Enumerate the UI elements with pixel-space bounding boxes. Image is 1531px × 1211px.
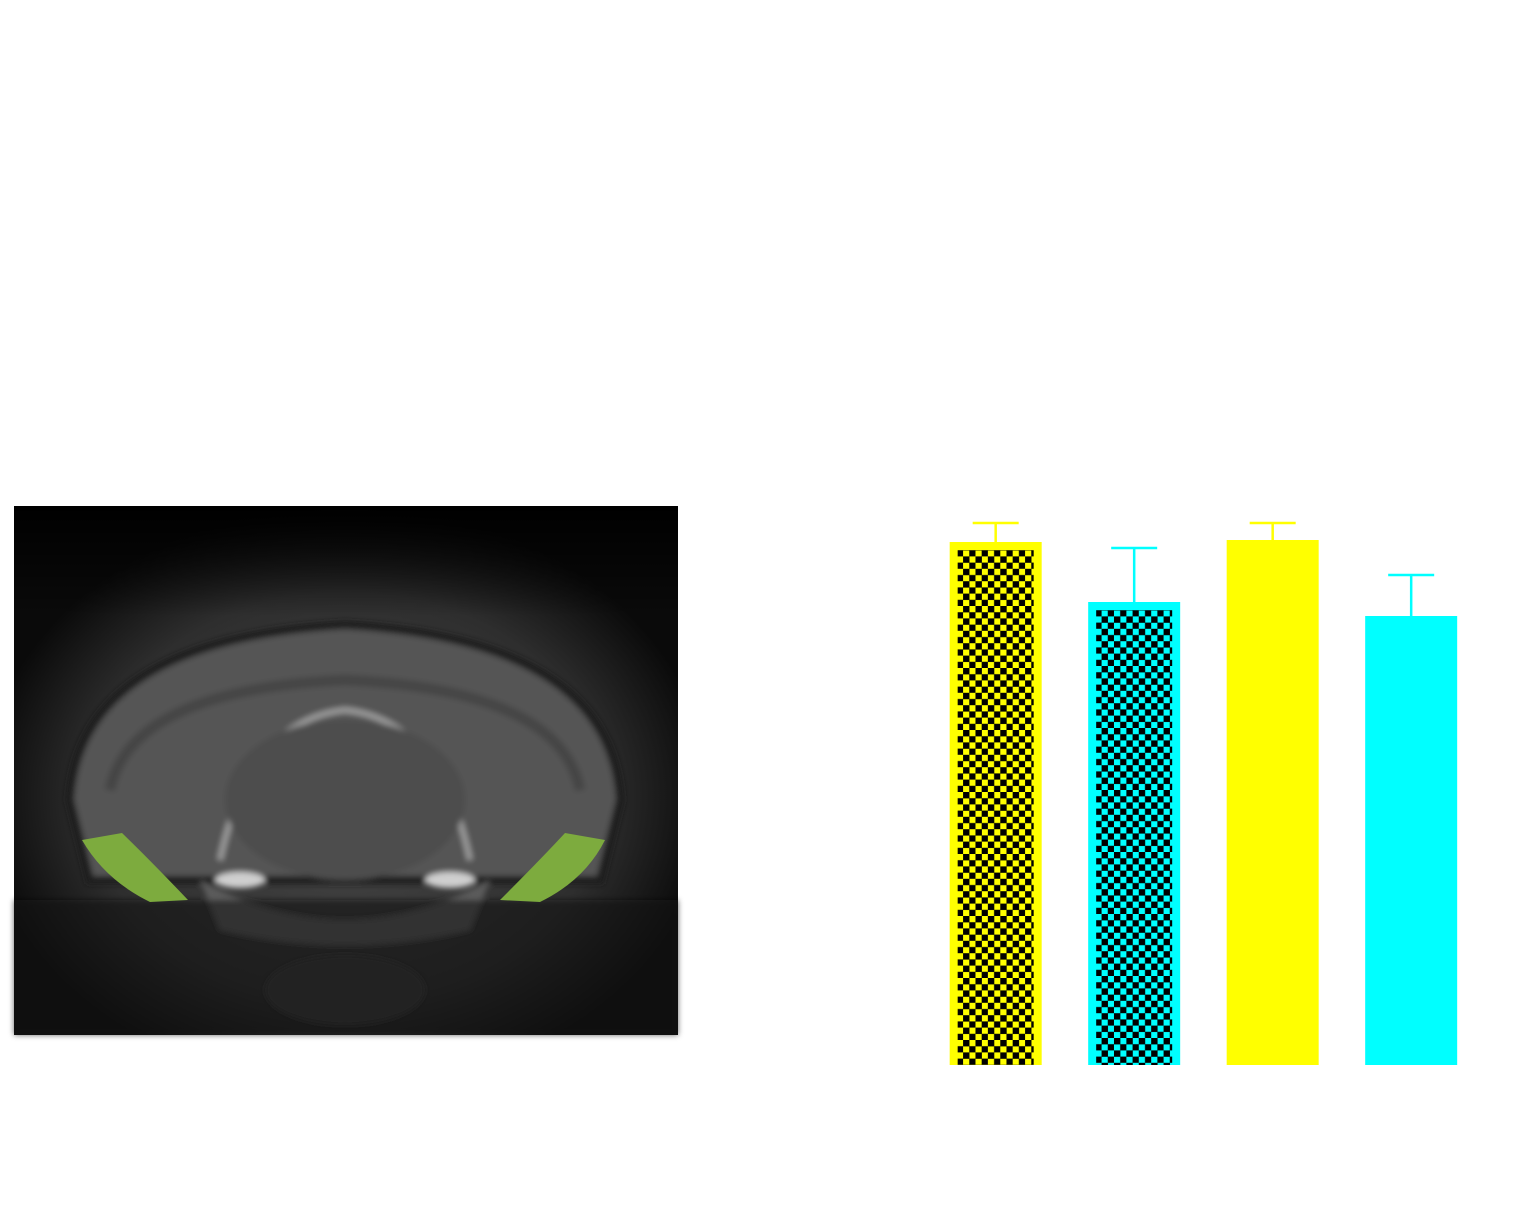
brain-image <box>14 506 678 1035</box>
bar <box>957 550 1034 1065</box>
bar <box>1096 610 1173 1065</box>
bar <box>1226 540 1319 1065</box>
bar <box>1365 616 1458 1065</box>
